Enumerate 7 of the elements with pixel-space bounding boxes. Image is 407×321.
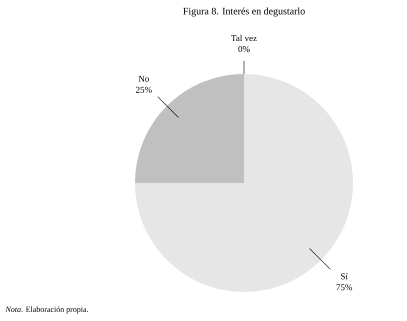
slice-label: Sí: [341, 273, 348, 280]
text: 0%: [238, 46, 250, 52]
category-label: Tal vez: [231, 34, 257, 42]
data-label: 75%: [336, 284, 352, 290]
slice-label: No: [138, 76, 149, 82]
chart-title: Figura 8. Interés en degustarlo: [183, 7, 305, 17]
data-label: 25%: [136, 86, 152, 93]
